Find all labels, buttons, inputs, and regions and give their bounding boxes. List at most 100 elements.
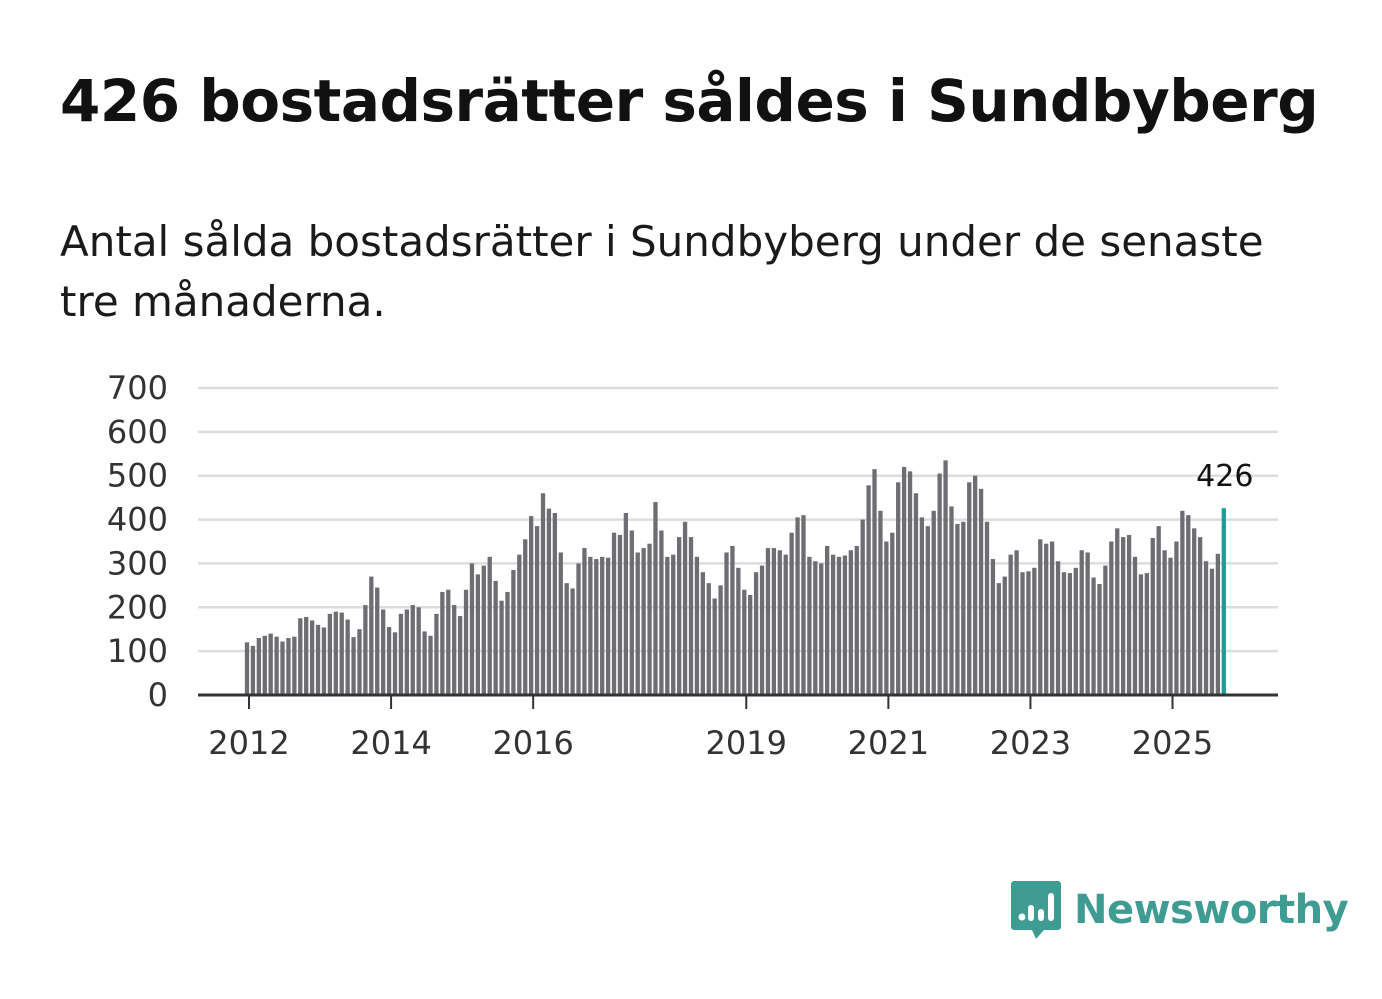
bar — [1079, 550, 1084, 695]
bar — [848, 550, 853, 695]
bar — [937, 473, 942, 695]
bar — [363, 605, 368, 695]
bar — [369, 576, 374, 695]
bar — [428, 635, 433, 695]
bar — [304, 616, 309, 695]
newsworthy-logo-icon — [1011, 881, 1061, 939]
bar — [996, 583, 1001, 695]
bar — [274, 636, 279, 695]
bar — [398, 613, 404, 695]
bar — [605, 557, 611, 695]
bar — [315, 624, 321, 695]
bar — [452, 605, 457, 695]
bar — [967, 482, 972, 695]
bar — [345, 619, 350, 695]
bar — [463, 589, 469, 695]
bar — [457, 616, 463, 695]
bar — [949, 506, 954, 695]
bar — [795, 517, 800, 695]
bar — [244, 642, 250, 695]
bar-series — [244, 460, 1226, 695]
bar — [1168, 557, 1173, 695]
bar — [505, 591, 510, 695]
y-tick-label: 200 — [107, 588, 168, 626]
bar — [600, 556, 605, 695]
x-tick-label: 2025 — [1132, 724, 1213, 762]
bar — [1156, 526, 1161, 695]
bar — [771, 548, 777, 695]
bar — [765, 548, 771, 695]
bar-highlight — [1221, 508, 1226, 695]
bar — [582, 548, 587, 695]
bar — [511, 570, 516, 695]
y-tick-label: 0 — [148, 676, 168, 714]
bar — [878, 510, 883, 695]
x-tick-label: 2021 — [848, 724, 929, 762]
bar — [836, 556, 842, 695]
bar — [298, 618, 303, 695]
bar — [327, 613, 333, 695]
bar — [641, 548, 646, 695]
bar — [481, 565, 486, 695]
bar — [724, 552, 729, 695]
bar — [943, 460, 948, 695]
bar — [1126, 534, 1132, 695]
bar — [807, 556, 812, 695]
bar — [375, 587, 380, 695]
bar — [1044, 543, 1049, 695]
bar — [712, 598, 717, 695]
bar — [309, 620, 315, 695]
bar — [499, 600, 504, 695]
bar — [1061, 572, 1067, 695]
bar — [1162, 550, 1167, 695]
bar — [321, 627, 327, 695]
bar — [286, 637, 291, 695]
bar — [872, 469, 877, 695]
bar — [973, 475, 978, 695]
bar — [392, 632, 398, 695]
x-tick-label: 2023 — [990, 724, 1071, 762]
bar — [783, 554, 788, 695]
bar — [529, 516, 534, 695]
bar — [546, 508, 552, 695]
bar — [1132, 556, 1138, 695]
x-tick-label: 2012 — [208, 724, 289, 762]
bar — [753, 572, 759, 695]
bar — [487, 556, 492, 695]
bar — [493, 580, 498, 695]
bar — [1109, 541, 1114, 695]
bar — [700, 572, 705, 695]
bar — [901, 466, 907, 695]
bar — [1097, 584, 1102, 695]
x-tick-label: 2016 — [492, 724, 573, 762]
bar — [742, 589, 747, 695]
bar — [351, 637, 356, 695]
bar — [1138, 574, 1144, 695]
bar — [671, 554, 676, 695]
bar — [1209, 568, 1215, 695]
bar — [819, 563, 824, 695]
bar — [866, 485, 871, 695]
bar — [333, 611, 338, 695]
bar — [594, 559, 599, 695]
y-tick-label: 500 — [107, 457, 168, 495]
bar — [896, 482, 901, 695]
bar — [706, 583, 711, 695]
bar — [718, 585, 723, 695]
annotation-label: 426 — [1196, 459, 1253, 494]
bar — [611, 532, 617, 695]
bar — [884, 541, 889, 695]
bar — [688, 537, 694, 695]
annotation-layer: 426 — [1196, 459, 1253, 494]
newsworthy-logo[interactable]: Newsworthy — [1010, 878, 1349, 942]
bar — [469, 563, 475, 695]
bar — [1180, 510, 1185, 695]
bar — [381, 609, 386, 695]
chart-title: 426 bostadsrätter såldes i Sundbyberg — [60, 67, 1319, 135]
bar — [422, 631, 427, 695]
bar — [736, 567, 741, 695]
bar — [588, 556, 593, 695]
bar — [825, 545, 830, 695]
bar — [280, 641, 285, 695]
bar — [907, 471, 913, 695]
